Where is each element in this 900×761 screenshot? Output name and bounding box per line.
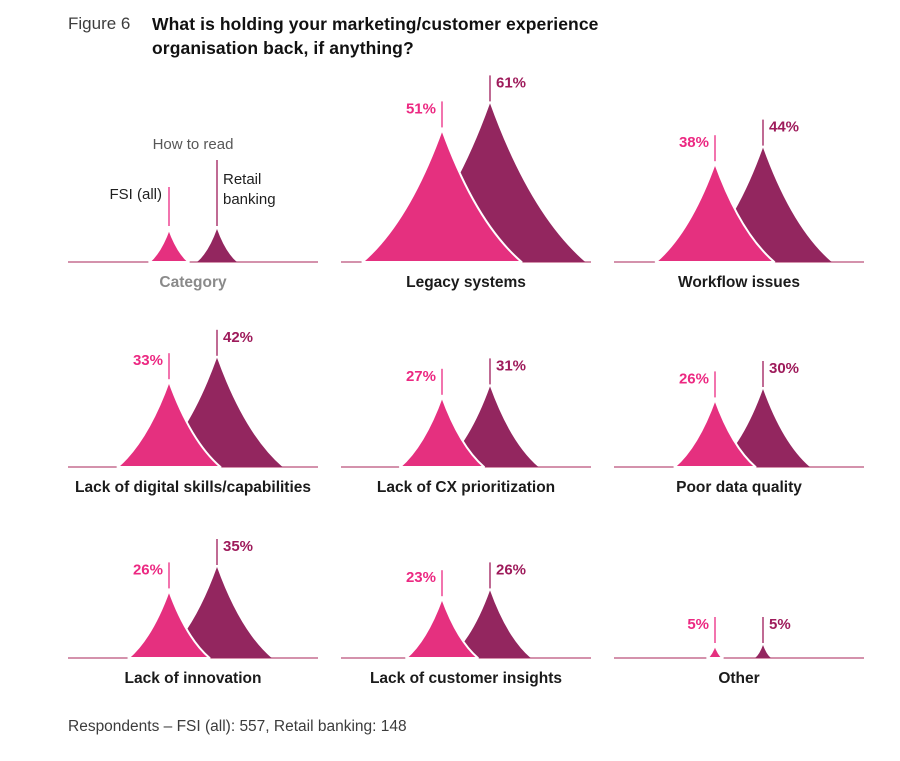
chart-panel: 26% 30% Poor data quality bbox=[614, 322, 864, 497]
chart-title: Lack of digital skills/capabilities bbox=[74, 479, 312, 497]
peak-chart-svg: 5% 5% bbox=[614, 616, 864, 660]
chart-panel: 33% 42% Lack of digital skills/capabiliti… bbox=[68, 322, 318, 497]
retail-peak bbox=[197, 229, 237, 263]
value-label: 33% bbox=[133, 352, 163, 369]
peak-chart-svg: 38% 44% bbox=[614, 119, 864, 264]
chart-panel: 51% 61% Legacy systems bbox=[341, 72, 591, 292]
value-label: 44% bbox=[769, 119, 799, 136]
figure-title: What is holding your marketing/customer … bbox=[152, 14, 599, 58]
chart-panel: 27% 31% Lack of CX prioritization bbox=[341, 322, 591, 497]
peak-chart: 33% 42% bbox=[68, 322, 318, 472]
fsi-peak bbox=[116, 380, 222, 469]
chart-row-3: 26% 35% Lack of innovation 23% 26% Lack of… bbox=[68, 523, 900, 688]
fsi-peak bbox=[398, 396, 486, 469]
chart-title: Workflow issues bbox=[677, 274, 801, 292]
fsi-legend-label: FSI (all) bbox=[110, 186, 163, 203]
fsi-peak bbox=[405, 597, 479, 660]
peak-chart: 5% 5% bbox=[614, 523, 864, 663]
figure-header: Figure 6 What is holding your marketing/… bbox=[68, 0, 900, 60]
value-label: 5% bbox=[687, 616, 709, 633]
value-label: 26% bbox=[679, 371, 709, 388]
figure-number-label: Figure 6 bbox=[68, 14, 131, 33]
value-label: 27% bbox=[406, 368, 436, 385]
peak-chart-svg: 26% 30% bbox=[614, 360, 864, 469]
value-label: 42% bbox=[223, 329, 253, 346]
fsi-peak bbox=[148, 228, 190, 264]
fsi-peak bbox=[673, 398, 757, 469]
legend-panel: How to read FSI (all) Retail banking Catego… bbox=[68, 72, 318, 292]
value-label: 30% bbox=[769, 360, 799, 377]
chart-title: Lack of customer insights bbox=[369, 670, 563, 688]
legend-heading: How to read bbox=[153, 136, 234, 153]
chart-panel: 5% 5% Other bbox=[614, 523, 864, 688]
chart-title: Lack of innovation bbox=[124, 670, 262, 688]
retail-peak bbox=[449, 590, 531, 659]
fsi-peak bbox=[127, 589, 211, 660]
retail-peak bbox=[755, 645, 771, 659]
value-label: 51% bbox=[406, 101, 436, 118]
retail-legend-label-line1: Retail bbox=[223, 171, 261, 188]
peak-chart-svg: 27% 31% bbox=[341, 358, 591, 469]
value-label: 26% bbox=[133, 562, 163, 579]
chart-panel: 38% 44% Workflow issues bbox=[614, 72, 864, 292]
legend-chart: How to read FSI (all) Retail banking bbox=[68, 72, 318, 267]
legend-category-label: Category bbox=[159, 274, 227, 292]
chart-panel: 23% 26% Lack of customer insights bbox=[341, 523, 591, 688]
value-label: 31% bbox=[496, 358, 526, 375]
fsi-peak bbox=[654, 162, 776, 264]
value-label: 35% bbox=[223, 538, 253, 555]
value-label: 61% bbox=[496, 75, 526, 92]
chart-row-2: 33% 42% Lack of digital skills/capabiliti… bbox=[68, 322, 900, 497]
peak-chart: 26% 30% bbox=[614, 322, 864, 472]
chart-row-1: How to read FSI (all) Retail banking Catego… bbox=[68, 72, 900, 292]
retail-legend-label-line2: banking bbox=[223, 191, 276, 208]
chart-title: Poor data quality bbox=[676, 479, 802, 497]
fsi-peak bbox=[706, 644, 724, 660]
peak-chart: 23% 26% bbox=[341, 523, 591, 663]
fsi-peak bbox=[361, 128, 523, 264]
peak-chart-svg: 23% 26% bbox=[341, 562, 591, 660]
chart-title: Other bbox=[718, 670, 760, 688]
value-label: 5% bbox=[769, 616, 791, 633]
peak-chart: 26% 35% bbox=[68, 523, 318, 663]
legend-chart-svg: How to read FSI (all) Retail banking bbox=[68, 136, 318, 264]
value-label: 26% bbox=[496, 562, 526, 579]
peak-chart-svg: 33% 42% bbox=[68, 329, 318, 469]
peak-chart: 38% 44% bbox=[614, 72, 864, 267]
value-label: 38% bbox=[679, 134, 709, 151]
chart-panel: 26% 35% Lack of innovation bbox=[68, 523, 318, 688]
peak-chart: 51% 61% bbox=[341, 72, 591, 267]
peak-chart-svg: 26% 35% bbox=[68, 538, 318, 660]
peak-chart: 27% 31% bbox=[341, 322, 591, 472]
value-label: 23% bbox=[406, 569, 436, 586]
chart-title: Lack of CX prioritization bbox=[376, 479, 556, 497]
chart-title: Legacy systems bbox=[406, 274, 526, 292]
peak-chart-svg: 51% 61% bbox=[341, 75, 591, 264]
respondents-note: Respondents – FSI (all): 557, Retail ban… bbox=[68, 718, 407, 736]
